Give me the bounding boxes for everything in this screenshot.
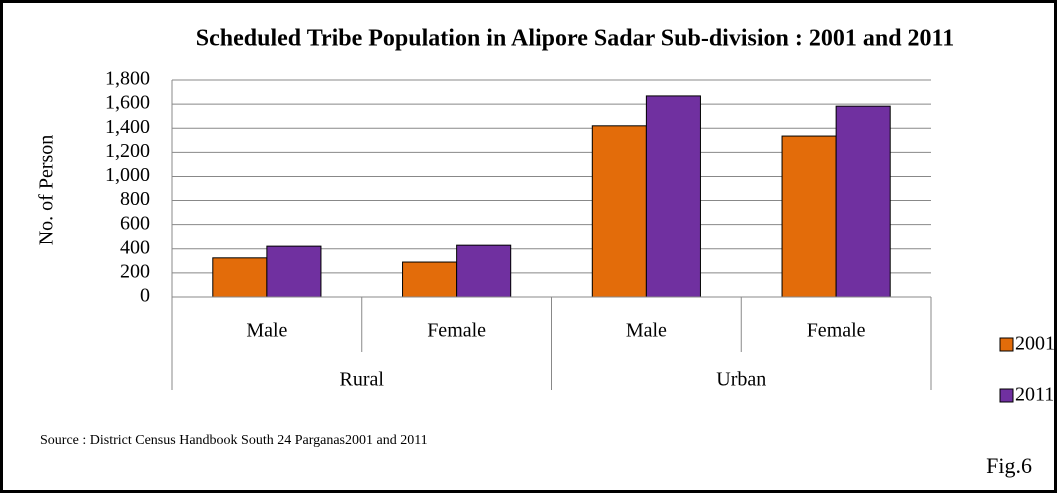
bar <box>591 125 647 298</box>
y-tick-label: 800 <box>120 188 150 210</box>
y-tick-label: 1,000 <box>105 164 150 186</box>
legend-swatch <box>999 337 1014 352</box>
legend-label: 2001 <box>1015 333 1055 355</box>
group-label: Rural <box>340 369 385 391</box>
chart-title: Scheduled Tribe Population in Alipore Sa… <box>196 26 954 52</box>
y-tick-label: 1,200 <box>105 140 150 162</box>
legend-label: 2011 <box>1015 384 1054 406</box>
figure-label: Fig.6 <box>986 453 1032 478</box>
x-tick-label: Female <box>427 320 486 342</box>
y-tick-label: 1,400 <box>105 116 150 138</box>
x-tick-label: Male <box>626 320 667 342</box>
bar <box>781 135 837 298</box>
x-tick-label: Male <box>246 320 287 342</box>
bar <box>266 245 322 298</box>
y-tick-label: 200 <box>120 260 150 282</box>
source: Source : District Census Handbook South … <box>40 433 428 448</box>
bar <box>212 257 268 298</box>
bar <box>645 95 701 298</box>
y-tick-label: 1,800 <box>105 68 150 90</box>
bar <box>835 105 891 298</box>
x-tick-label: Female <box>807 320 866 342</box>
bar <box>402 261 458 298</box>
legend-swatch <box>999 388 1014 403</box>
y-tick-label: 0 <box>140 285 150 307</box>
y-tick-label: 600 <box>120 212 150 234</box>
y-tick-label: 400 <box>120 236 150 258</box>
group-label: Urban <box>716 369 766 391</box>
y-axis-label: No. of Person <box>36 135 58 246</box>
bar <box>456 244 512 298</box>
y-tick-label: 1,600 <box>105 92 150 114</box>
